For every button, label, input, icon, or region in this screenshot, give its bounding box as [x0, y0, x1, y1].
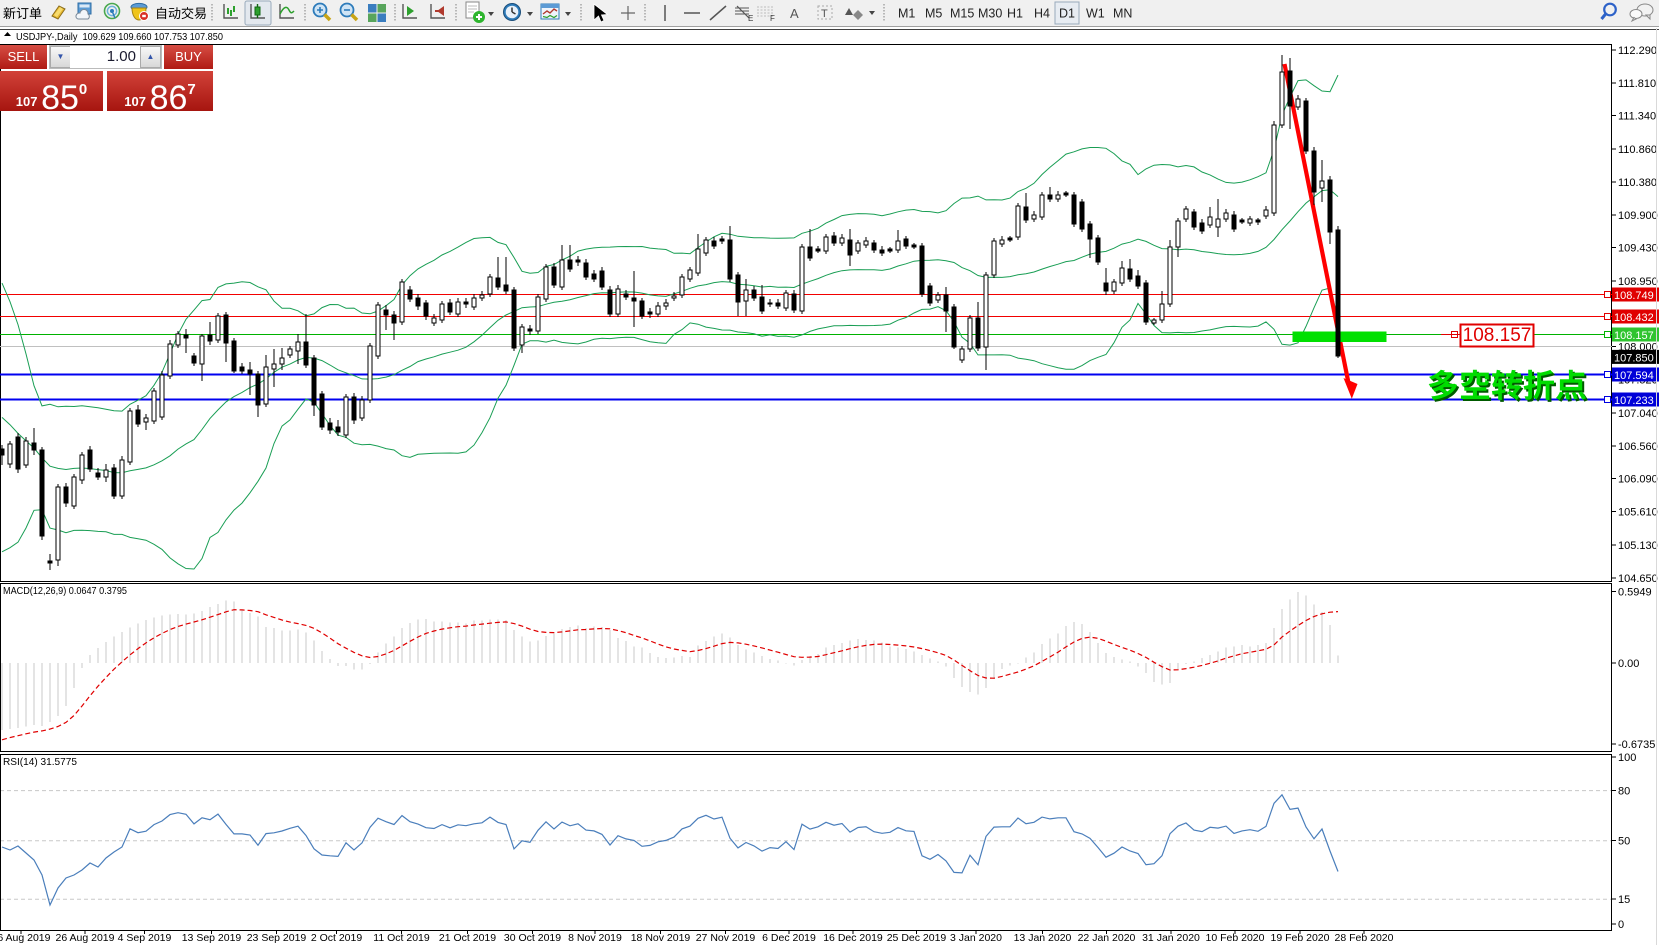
svg-text:108.950: 108.950 [1618, 276, 1658, 288]
svg-text:109.430: 109.430 [1618, 243, 1658, 255]
svg-text:111.340: 111.340 [1618, 111, 1656, 123]
svg-text:USDJPY-,Daily 109.629 109.660: USDJPY-,Daily 109.629 109.660 107.753 10… [16, 31, 223, 43]
svg-text:M5: M5 [925, 7, 942, 21]
svg-text:25 Dec 2019: 25 Dec 2019 [887, 932, 947, 944]
svg-text:108.432: 108.432 [1614, 312, 1654, 324]
svg-text:11 Oct 2019: 11 Oct 2019 [373, 932, 430, 944]
svg-text:104.650: 104.650 [1618, 573, 1658, 585]
svg-text:27 Nov 2019: 27 Nov 2019 [696, 932, 756, 944]
svg-text:108.749: 108.749 [1614, 290, 1654, 302]
svg-text:8 Nov 2019: 8 Nov 2019 [568, 932, 622, 944]
svg-text:109.900: 109.900 [1618, 210, 1658, 222]
svg-text:10 Feb 2020: 10 Feb 2020 [1206, 932, 1265, 944]
svg-text:13 Jan 2020: 13 Jan 2020 [1014, 932, 1072, 944]
svg-text:112.290: 112.290 [1618, 45, 1657, 57]
svg-text:-0.6735: -0.6735 [1618, 739, 1655, 751]
svg-text:15: 15 [1618, 894, 1630, 906]
svg-text:16 Dec 2019: 16 Dec 2019 [823, 932, 883, 944]
svg-text:106.560: 106.560 [1618, 441, 1658, 453]
svg-text:28 Feb 2020: 28 Feb 2020 [1335, 932, 1394, 944]
svg-text:100: 100 [1618, 752, 1636, 764]
svg-text:0.5949: 0.5949 [1618, 587, 1652, 599]
svg-text:31 Jan 2020: 31 Jan 2020 [1142, 932, 1200, 944]
svg-text:16 Aug 2019: 16 Aug 2019 [0, 932, 51, 944]
svg-text:107.594: 107.594 [1614, 370, 1654, 382]
svg-text:E: E [748, 14, 753, 23]
svg-text:110.860: 110.860 [1618, 144, 1657, 156]
svg-text:4 Sep 2019: 4 Sep 2019 [118, 932, 172, 944]
svg-text:18 Nov 2019: 18 Nov 2019 [631, 932, 691, 944]
svg-text:D1: D1 [1059, 7, 1075, 21]
svg-text:19 Feb 2020: 19 Feb 2020 [1271, 932, 1330, 944]
svg-text:30 Oct 2019: 30 Oct 2019 [504, 932, 561, 944]
svg-text:108.157: 108.157 [1614, 330, 1654, 342]
svg-text:6 Dec 2019: 6 Dec 2019 [762, 932, 816, 944]
svg-text:F: F [770, 14, 775, 23]
svg-text:107.850: 107.850 [1614, 352, 1654, 364]
svg-text:23 Sep 2019: 23 Sep 2019 [247, 932, 307, 944]
svg-text:0: 0 [1618, 919, 1624, 931]
svg-text:M15: M15 [950, 7, 974, 21]
svg-text:110.380: 110.380 [1618, 177, 1657, 189]
svg-text:22 Jan 2020: 22 Jan 2020 [1078, 932, 1136, 944]
svg-text:105.610: 105.610 [1618, 507, 1658, 519]
svg-text:107.233: 107.233 [1614, 395, 1654, 407]
svg-text:MACD(12,26,9) 0.0647 0.3795: MACD(12,26,9) 0.0647 0.3795 [3, 585, 127, 597]
svg-text:2 Oct 2019: 2 Oct 2019 [311, 932, 363, 944]
svg-text:50: 50 [1618, 836, 1630, 848]
svg-text:3 Jan 2020: 3 Jan 2020 [950, 932, 1002, 944]
svg-text:H4: H4 [1034, 7, 1050, 21]
svg-text:0.00: 0.00 [1618, 658, 1639, 670]
svg-text:MN: MN [1113, 7, 1132, 21]
svg-text:80: 80 [1618, 786, 1630, 798]
svg-text:W1: W1 [1086, 7, 1105, 21]
svg-text:21 Oct 2019: 21 Oct 2019 [439, 932, 496, 944]
svg-text:T: T [821, 8, 828, 20]
svg-text:105.130: 105.130 [1618, 540, 1658, 552]
svg-text:M30: M30 [978, 7, 1002, 21]
svg-text:26 Aug 2019: 26 Aug 2019 [56, 932, 115, 944]
svg-text:111.810: 111.810 [1618, 78, 1656, 90]
svg-text:M1: M1 [898, 7, 915, 21]
svg-text:A: A [790, 6, 799, 21]
svg-text:108.157: 108.157 [1463, 325, 1532, 346]
svg-text:RSI(14) 31.5775: RSI(14) 31.5775 [3, 756, 77, 768]
svg-text:106.090: 106.090 [1618, 474, 1658, 486]
svg-text:13 Sep 2019: 13 Sep 2019 [182, 932, 242, 944]
svg-text:H1: H1 [1007, 7, 1023, 21]
svg-text:107.040: 107.040 [1618, 408, 1658, 420]
